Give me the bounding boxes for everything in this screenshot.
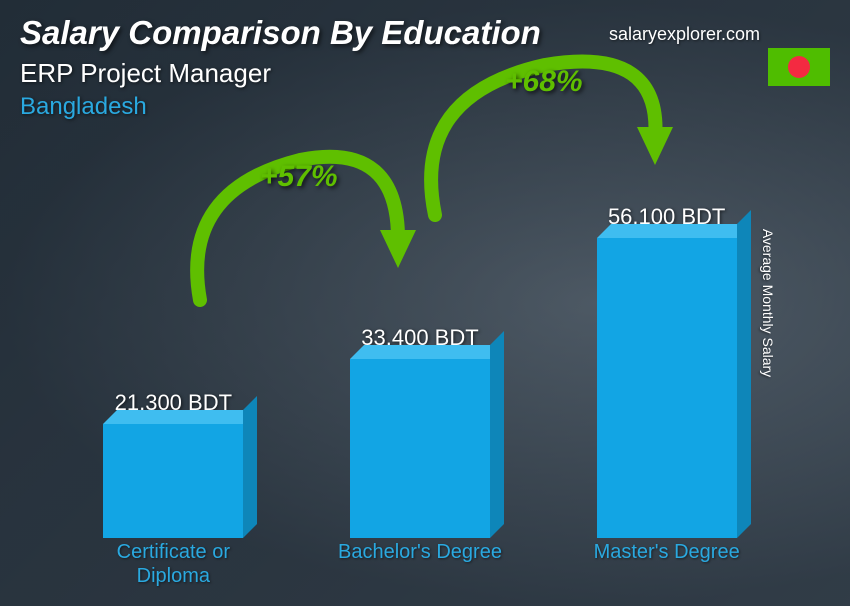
country-flag-icon — [768, 48, 830, 86]
brand-watermark: salaryexplorer.com — [609, 24, 760, 45]
bar-group-1: 33,400 BDT — [330, 325, 510, 538]
bar-label-2: Master's Degree — [577, 540, 757, 588]
bar-top-face — [350, 345, 504, 359]
bar-2 — [597, 238, 737, 538]
bars-container: 21,300 BDT 33,400 BDT 56,100 BDT — [50, 198, 790, 538]
bar-group-2: 56,100 BDT — [577, 204, 757, 538]
labels-container: Certificate or Diploma Bachelor's Degree… — [50, 540, 790, 588]
bar-side-face — [737, 210, 751, 538]
increase-pct-1: +57% — [260, 160, 338, 194]
bar-top-face — [597, 224, 751, 238]
bar-0 — [103, 424, 243, 538]
bar-front-face — [350, 359, 490, 538]
bar-front-face — [597, 238, 737, 538]
bar-top-face — [103, 410, 257, 424]
bar-chart: +57% +68% 21,300 BDT 33,400 BDT — [50, 150, 790, 588]
bar-front-face — [103, 424, 243, 538]
bar-side-face — [490, 331, 504, 538]
bar-side-face — [243, 396, 257, 538]
flag-circle — [788, 56, 810, 78]
bar-label-1: Bachelor's Degree — [330, 540, 510, 588]
bar-label-0: Certificate or Diploma — [83, 540, 263, 588]
chart-subtitle: ERP Project Manager — [20, 58, 830, 89]
bar-group-0: 21,300 BDT — [83, 390, 263, 538]
bar-1 — [350, 359, 490, 538]
country-name: Bangladesh — [20, 93, 830, 121]
